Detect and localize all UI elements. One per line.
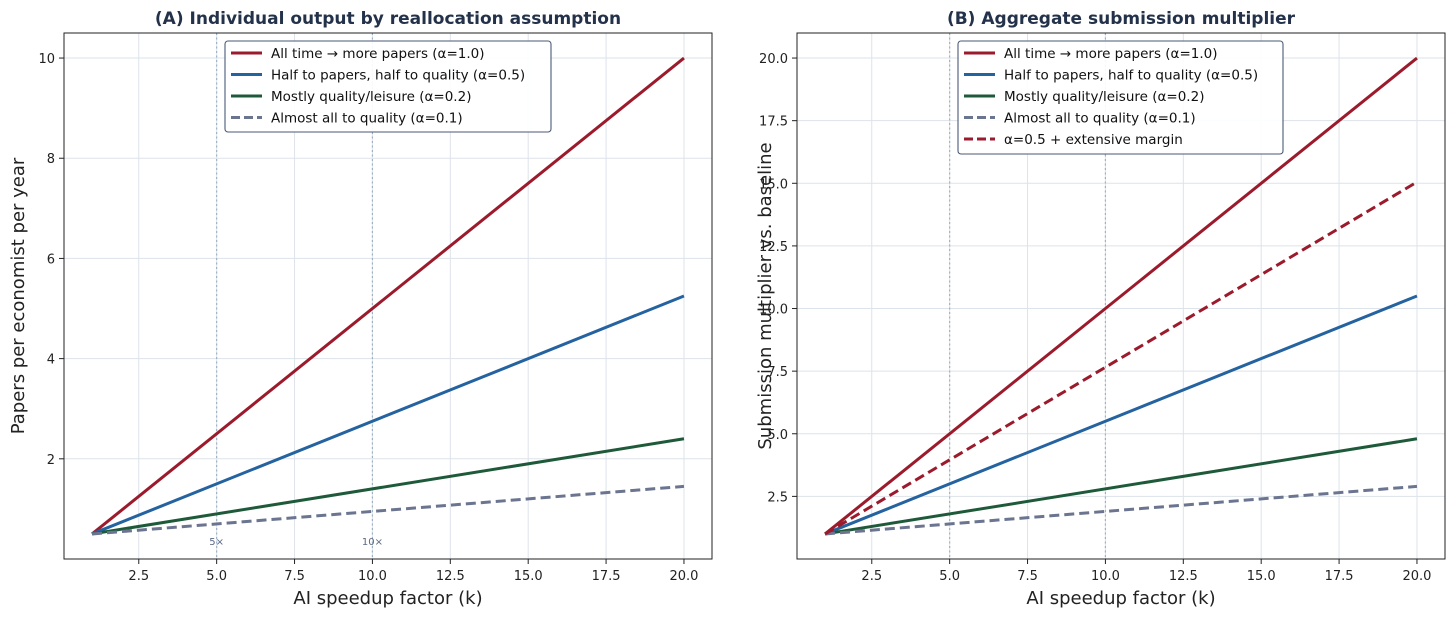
x-tick-label: 15.0 bbox=[1247, 569, 1276, 584]
series-line-3 bbox=[91, 437, 685, 536]
x-tick-label: 20.0 bbox=[1402, 569, 1431, 584]
y-tick-label: 20.0 bbox=[759, 52, 788, 67]
y-tick-label: 5.0 bbox=[767, 428, 788, 443]
x-tick-label: 7.5 bbox=[284, 569, 305, 584]
legend-box bbox=[957, 40, 1284, 155]
series-line-2 bbox=[91, 294, 685, 536]
legend-entry-label: α=0.5 + extensive margin bbox=[1004, 132, 1183, 148]
y-tick-label: 17.5 bbox=[759, 115, 788, 130]
y-tick-label: 6 bbox=[47, 252, 55, 267]
legend-box bbox=[224, 40, 552, 133]
x-tick-label: 17.5 bbox=[1325, 569, 1354, 584]
legend-entry-label: All time → more papers (α=1.0) bbox=[271, 46, 485, 62]
x-tick-label: 15.0 bbox=[514, 569, 543, 584]
vline-label: 5× bbox=[209, 537, 224, 548]
plot-frame bbox=[63, 32, 713, 560]
y-axis-label: Papers per economist per year bbox=[8, 157, 29, 434]
chart-panel-b: 2.5 5.0 7.5 10.0 12.5 15.0 17.5 20.0 2.5 5.0 7.5 10… bbox=[755, 9, 1446, 609]
series-line-4 bbox=[824, 484, 1418, 536]
y-tick-label: 4 bbox=[47, 353, 55, 368]
x-tick-label: 2.5 bbox=[861, 569, 882, 584]
x-tick-label: 20.0 bbox=[669, 569, 698, 584]
y-tick-label: 8 bbox=[47, 152, 55, 167]
x-tick-label: 17.5 bbox=[592, 569, 621, 584]
x-tick-label: 5.0 bbox=[939, 569, 960, 584]
legend: All time → more papers (α=1.0) Half to pa… bbox=[957, 40, 1284, 155]
legend-entry-label: All time → more papers (α=1.0) bbox=[1004, 46, 1218, 62]
y-tick-label: 10 bbox=[38, 52, 55, 67]
legend-entry-label: Almost all to quality (α=0.1) bbox=[271, 111, 463, 127]
series-line-2 bbox=[824, 294, 1418, 536]
x-tick-label: 2.5 bbox=[128, 569, 149, 584]
x-tick-label: 10.0 bbox=[1091, 569, 1120, 584]
y-tick-label: 10.0 bbox=[759, 303, 788, 318]
legend-entry-label: Mostly quality/leisure (α=0.2) bbox=[1004, 89, 1204, 105]
y-tick-label: 2 bbox=[47, 453, 55, 468]
chart-title: (B) Aggregate submission multiplier bbox=[947, 9, 1296, 29]
x-tick-label: 12.5 bbox=[436, 569, 465, 584]
series-line-5 bbox=[824, 180, 1418, 536]
legend-entry-label: Half to papers, half to quality (α=0.5) bbox=[1004, 68, 1258, 84]
legend-entry-label: Half to papers, half to quality (α=0.5) bbox=[271, 68, 525, 84]
x-tick-label: 10.0 bbox=[358, 569, 387, 584]
plot-frame bbox=[796, 32, 1446, 560]
series-line-1 bbox=[824, 56, 1418, 536]
x-axis-label: AI speedup factor (k) bbox=[293, 588, 482, 609]
x-tick-label: 5.0 bbox=[206, 569, 227, 584]
series-line-3 bbox=[824, 437, 1418, 536]
x-tick-label: 7.5 bbox=[1017, 569, 1038, 584]
y-tick-label: 2.5 bbox=[767, 490, 788, 505]
vline-label: 10× bbox=[362, 537, 383, 548]
series-line-1 bbox=[91, 56, 685, 536]
y-tick-label: 15.0 bbox=[759, 177, 788, 192]
legend-entry-label: Almost all to quality (α=0.1) bbox=[1004, 111, 1196, 127]
y-tick-label: 7.5 bbox=[767, 365, 788, 380]
chart-panel-a: 5× 10× 2.5 5.0 7.5 10.0 12.5 15.0 17.5 20.0 2 4 6 8 10… bbox=[8, 9, 713, 609]
legend-entry-label: Mostly quality/leisure (α=0.2) bbox=[271, 89, 471, 105]
x-axis-label: AI speedup factor (k) bbox=[1026, 588, 1215, 609]
y-axis-label: Submission multiplier vs. baseline bbox=[755, 142, 776, 449]
series-line-4 bbox=[91, 484, 685, 536]
y-tick-label: 12.5 bbox=[759, 240, 788, 255]
legend: All time → more papers (α=1.0) Half to pa… bbox=[224, 40, 552, 133]
x-tick-label: 12.5 bbox=[1169, 569, 1198, 584]
chart-title: (A) Individual output by reallocation as… bbox=[155, 9, 621, 29]
